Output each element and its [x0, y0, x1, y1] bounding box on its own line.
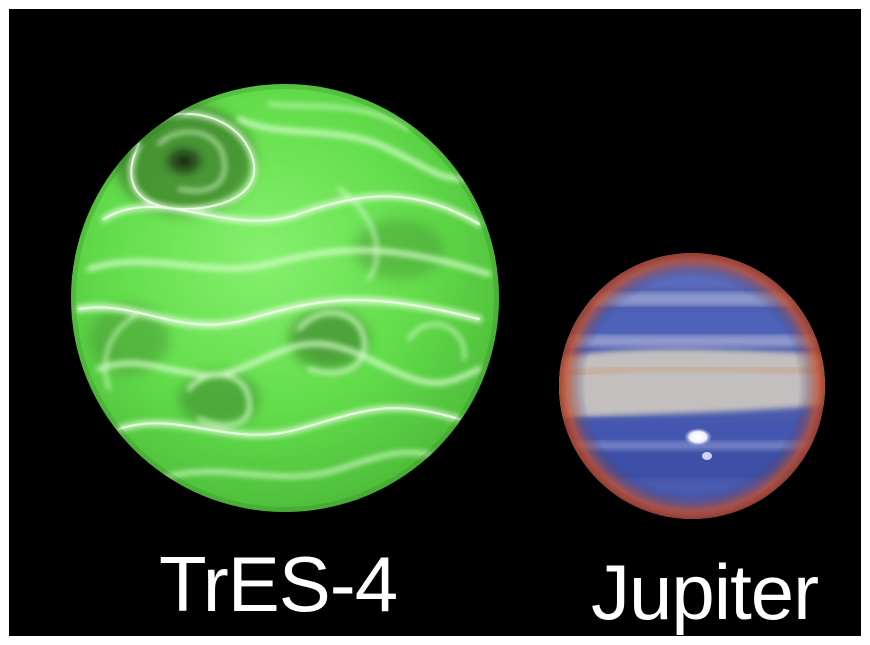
tres4-label: TrES-4 [159, 540, 398, 628]
image-frame: TrES-4 Jupiter [9, 9, 861, 636]
planets-illustration [71, 84, 825, 519]
tres4-planet-icon [71, 84, 499, 512]
jupiter-planet-icon [559, 253, 825, 519]
jupiter-label: Jupiter [591, 548, 819, 636]
